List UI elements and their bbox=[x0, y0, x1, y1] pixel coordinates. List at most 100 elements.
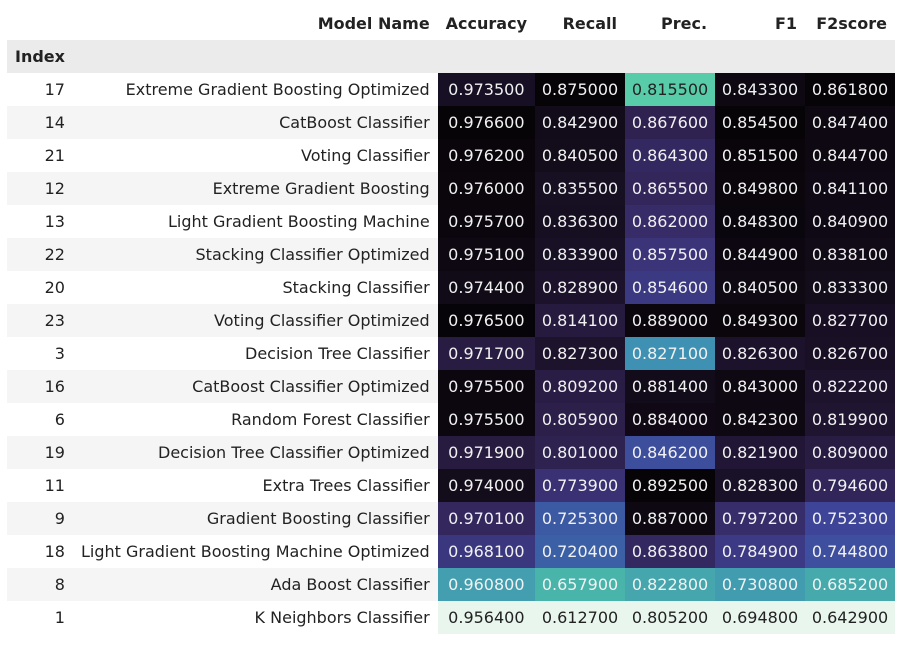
recall-cell: 0.836300 bbox=[535, 205, 626, 238]
model-name-cell: Extreme Gradient Boosting Optimized bbox=[72, 73, 438, 106]
f2score-cell: 0.833300 bbox=[805, 271, 896, 304]
precision-cell: 0.884000 bbox=[625, 403, 716, 436]
precision-cell: 0.887000 bbox=[625, 502, 716, 535]
row-index: 13 bbox=[7, 205, 73, 238]
col-header-accuracy: Accuracy bbox=[437, 7, 536, 40]
table-row: 6 Random Forest Classifier 0.975500 0.80590… bbox=[7, 403, 896, 436]
precision-cell: 0.892500 bbox=[625, 469, 716, 502]
f1-cell: 0.826300 bbox=[715, 337, 806, 370]
f2score-cell: 0.819900 bbox=[805, 403, 896, 436]
row-index: 16 bbox=[7, 370, 73, 403]
model-name-cell: Ada Boost Classifier bbox=[72, 568, 438, 601]
accuracy-cell: 0.975500 bbox=[437, 403, 536, 436]
accuracy-cell: 0.974000 bbox=[437, 469, 536, 502]
recall-cell: 0.612700 bbox=[535, 601, 626, 634]
recall-cell: 0.657900 bbox=[535, 568, 626, 601]
f1-cell: 0.797200 bbox=[715, 502, 806, 535]
row-index: 11 bbox=[7, 469, 73, 502]
precision-cell: 0.822800 bbox=[625, 568, 716, 601]
accuracy-cell: 0.956400 bbox=[437, 601, 536, 634]
precision-cell: 0.864300 bbox=[625, 139, 716, 172]
model-name-cell: Stacking Classifier bbox=[72, 271, 438, 304]
row-index: 21 bbox=[7, 139, 73, 172]
recall-cell: 0.814100 bbox=[535, 304, 626, 337]
f2score-cell: 0.847400 bbox=[805, 106, 896, 139]
col-header-model-name: Model Name bbox=[72, 7, 438, 40]
table-row: 11 Extra Trees Classifier 0.974000 0.773900… bbox=[7, 469, 896, 502]
precision-cell: 0.805200 bbox=[625, 601, 716, 634]
model-name-cell: CatBoost Classifier Optimized bbox=[72, 370, 438, 403]
precision-cell: 0.889000 bbox=[625, 304, 716, 337]
model-name-cell: K Neighbors Classifier bbox=[72, 601, 438, 634]
f2score-cell: 0.838100 bbox=[805, 238, 896, 271]
accuracy-cell: 0.973500 bbox=[437, 73, 536, 106]
recall-cell: 0.827300 bbox=[535, 337, 626, 370]
accuracy-cell: 0.976600 bbox=[437, 106, 536, 139]
f2score-cell: 0.841100 bbox=[805, 172, 896, 205]
precision-cell: 0.854600 bbox=[625, 271, 716, 304]
row-index: 8 bbox=[7, 568, 73, 601]
table-row: 12 Extreme Gradient Boosting 0.976000 0.835… bbox=[7, 172, 896, 205]
recall-cell: 0.842900 bbox=[535, 106, 626, 139]
f1-cell: 0.854500 bbox=[715, 106, 806, 139]
f1-cell: 0.842300 bbox=[715, 403, 806, 436]
model-name-cell: Voting Classifier bbox=[72, 139, 438, 172]
model-name-cell: Extra Trees Classifier bbox=[72, 469, 438, 502]
f1-cell: 0.828300 bbox=[715, 469, 806, 502]
column-header-row: Model Name Accuracy Recall Prec. F1 F2sc… bbox=[7, 7, 896, 40]
row-index: 3 bbox=[7, 337, 73, 370]
f2score-cell: 0.840900 bbox=[805, 205, 896, 238]
index-header: Index bbox=[7, 40, 73, 73]
precision-cell: 0.846200 bbox=[625, 436, 716, 469]
row-index: 1 bbox=[7, 601, 73, 634]
row-index: 17 bbox=[7, 73, 73, 106]
f2score-cell: 0.809000 bbox=[805, 436, 896, 469]
accuracy-cell: 0.976200 bbox=[437, 139, 536, 172]
precision-cell: 0.863800 bbox=[625, 535, 716, 568]
f2score-cell: 0.744800 bbox=[805, 535, 896, 568]
f1-cell: 0.848300 bbox=[715, 205, 806, 238]
precision-cell: 0.867600 bbox=[625, 106, 716, 139]
model-name-cell: Gradient Boosting Classifier bbox=[72, 502, 438, 535]
f2score-cell: 0.794600 bbox=[805, 469, 896, 502]
table-row: 18 Light Gradient Boosting Machine Optimi… bbox=[7, 535, 896, 568]
table-row: 17 Extreme Gradient Boosting Optimized 0.9… bbox=[7, 73, 896, 106]
accuracy-cell: 0.975100 bbox=[437, 238, 536, 271]
row-index: 20 bbox=[7, 271, 73, 304]
table-row: 14 CatBoost Classifier 0.976600 0.842900 0.8… bbox=[7, 106, 896, 139]
accuracy-cell: 0.968100 bbox=[437, 535, 536, 568]
results-table: Model Name Accuracy Recall Prec. F1 F2sc… bbox=[7, 7, 896, 634]
model-name-cell: Decision Tree Classifier Optimized bbox=[72, 436, 438, 469]
row-index: 6 bbox=[7, 403, 73, 436]
f1-cell: 0.844900 bbox=[715, 238, 806, 271]
table-row: 21 Voting Classifier 0.976200 0.840500 0.864… bbox=[7, 139, 896, 172]
model-name-cell: Stacking Classifier Optimized bbox=[72, 238, 438, 271]
table-row: 8 Ada Boost Classifier 0.960800 0.657900 0.8… bbox=[7, 568, 896, 601]
index-row-filler bbox=[72, 40, 438, 73]
table-row: 9 Gradient Boosting Classifier 0.970100 0.7… bbox=[7, 502, 896, 535]
recall-cell: 0.833900 bbox=[535, 238, 626, 271]
row-index: 12 bbox=[7, 172, 73, 205]
table-row: 20 Stacking Classifier 0.974400 0.828900 0.8… bbox=[7, 271, 896, 304]
f1-cell: 0.843300 bbox=[715, 73, 806, 106]
row-index: 19 bbox=[7, 436, 73, 469]
recall-cell: 0.835500 bbox=[535, 172, 626, 205]
precision-cell: 0.881400 bbox=[625, 370, 716, 403]
table-row: 22 Stacking Classifier Optimized 0.975100 0… bbox=[7, 238, 896, 271]
f1-cell: 0.821900 bbox=[715, 436, 806, 469]
f2score-cell: 0.822200 bbox=[805, 370, 896, 403]
recall-cell: 0.801000 bbox=[535, 436, 626, 469]
accuracy-cell: 0.974400 bbox=[437, 271, 536, 304]
model-name-cell: Extreme Gradient Boosting bbox=[72, 172, 438, 205]
table-row: 23 Voting Classifier Optimized 0.976500 0.8… bbox=[7, 304, 896, 337]
f1-cell: 0.784900 bbox=[715, 535, 806, 568]
col-header-recall: Recall bbox=[535, 7, 626, 40]
col-header-precision: Prec. bbox=[625, 7, 716, 40]
row-index: 23 bbox=[7, 304, 73, 337]
precision-cell: 0.857500 bbox=[625, 238, 716, 271]
recall-cell: 0.875000 bbox=[535, 73, 626, 106]
model-name-cell: Voting Classifier Optimized bbox=[72, 304, 438, 337]
recall-cell: 0.828900 bbox=[535, 271, 626, 304]
recall-cell: 0.809200 bbox=[535, 370, 626, 403]
